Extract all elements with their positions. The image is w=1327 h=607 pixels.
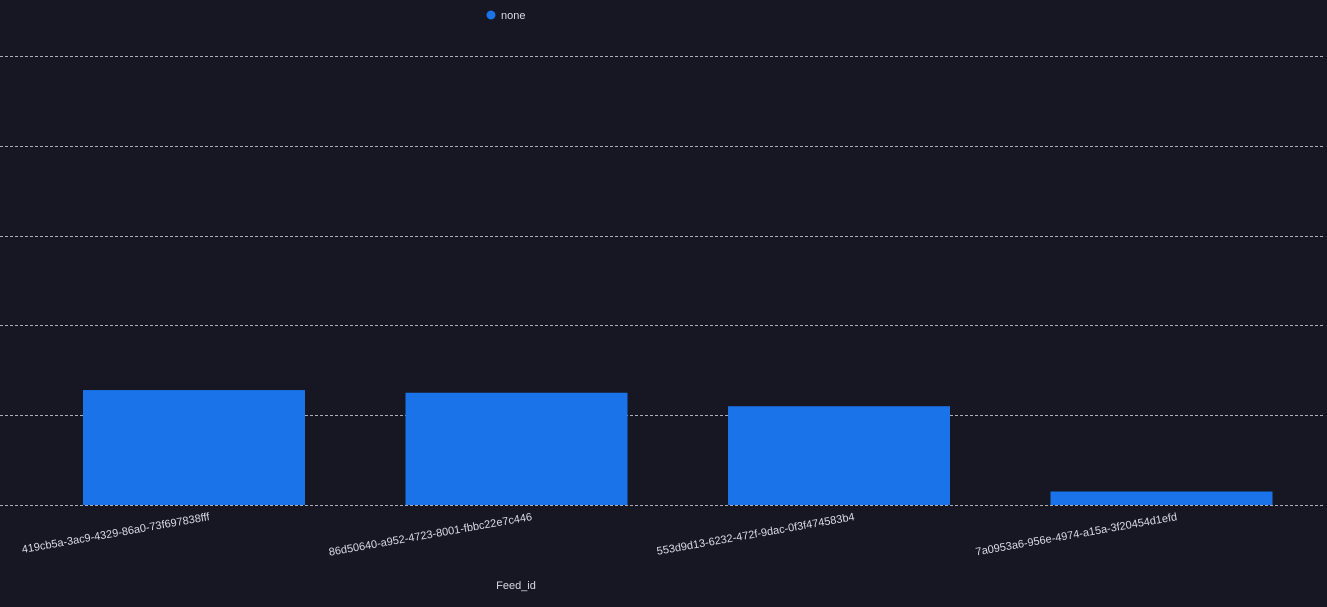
x-tick-label: 419cb5a-3ac9-4329-86a0-73f697838fff <box>21 511 212 556</box>
bar[interactable] <box>83 390 305 505</box>
x-tick-label: 7a0953a6-956e-4974-a15a-3f20454d1efd <box>975 511 1178 558</box>
x-tick-labels: 419cb5a-3ac9-4329-86a0-73f697838fff 86d50… <box>21 511 1178 559</box>
x-tick-label: 86d50640-a952-4723-8001-fbbc22e7c446 <box>328 511 533 559</box>
bars <box>83 390 1273 505</box>
bar[interactable] <box>1050 491 1273 505</box>
legend-label: none <box>501 10 525 22</box>
x-tick-label: 553d9d13-6232-472f-9dac-0f3f474583b4 <box>656 511 856 558</box>
x-axis-title: Feed_id <box>496 580 536 592</box>
legend[interactable]: none <box>486 10 526 22</box>
bar[interactable] <box>405 392 628 505</box>
bar[interactable] <box>728 406 950 505</box>
legend-swatch-icon <box>486 10 496 20</box>
